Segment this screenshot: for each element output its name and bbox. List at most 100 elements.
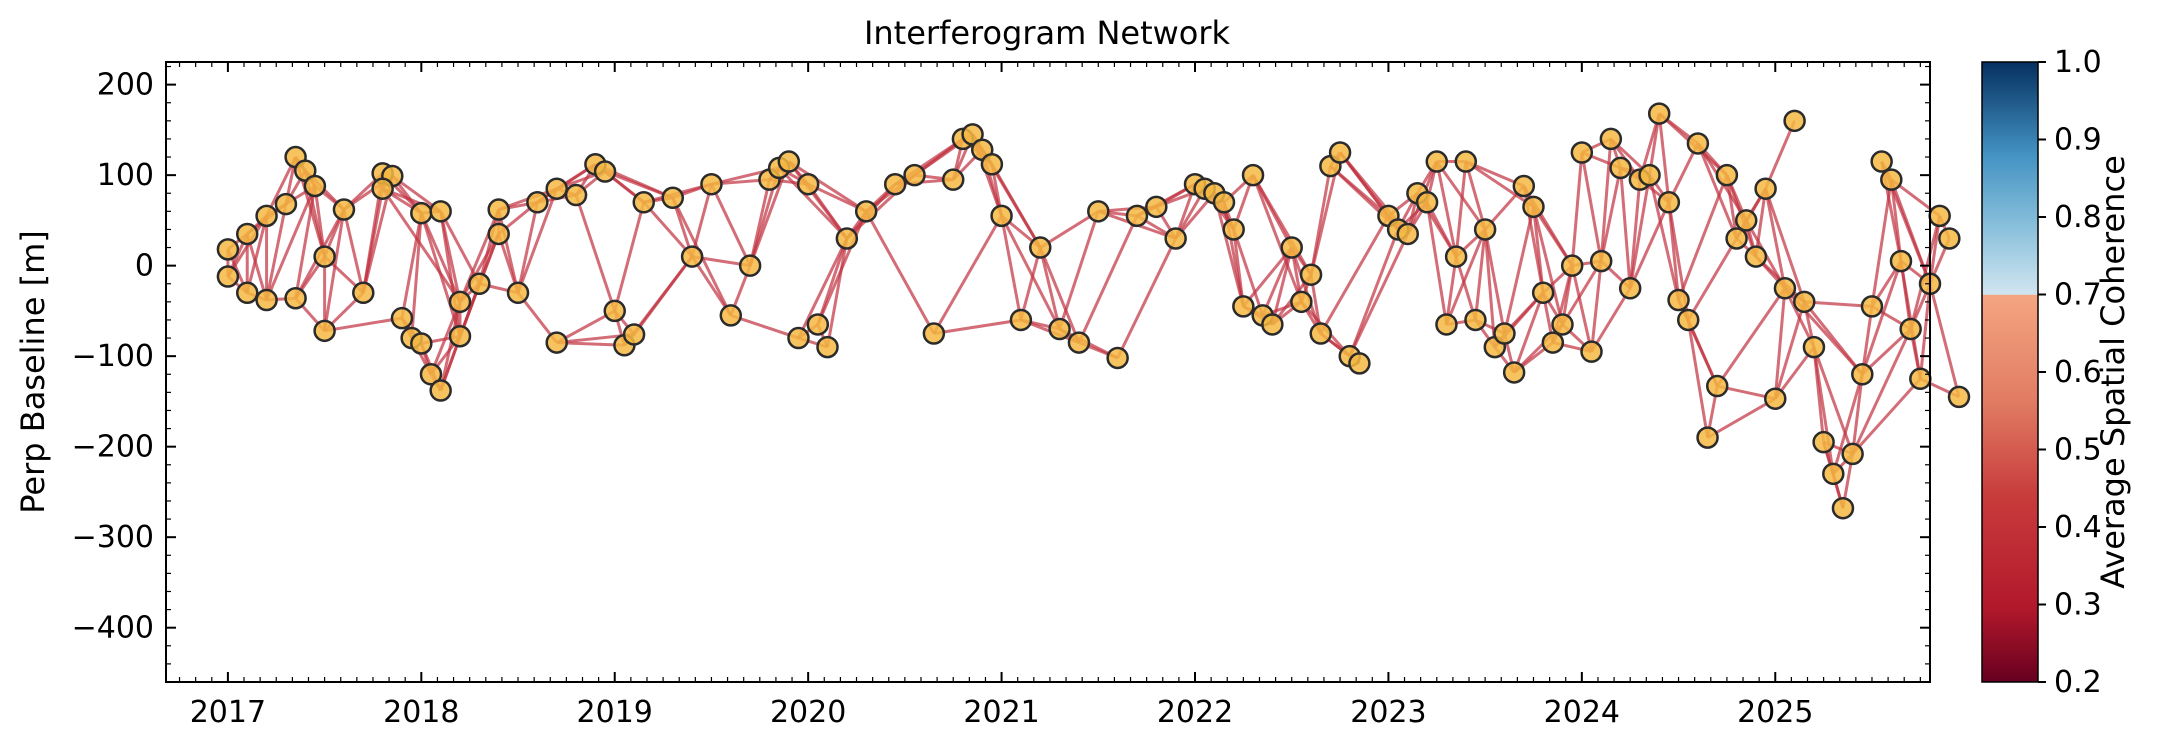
acquisition-point (1889, 249, 1913, 273)
y-tick-label: −300 (72, 520, 154, 555)
interferogram-edge (1716, 287, 1787, 387)
acquisition-point (1067, 331, 1091, 354)
interferogram-edge (933, 318, 1022, 336)
interferogram-edge (1464, 160, 1535, 209)
interferogram-edge (604, 170, 674, 200)
acquisition-point (1493, 322, 1516, 345)
acquisition-point (410, 201, 433, 225)
interferogram-edge (1464, 161, 1487, 230)
interferogram-edge (1889, 179, 1903, 262)
interferogram-edge (748, 161, 791, 267)
acquisition-point (429, 200, 452, 223)
interferogram-edge (1000, 215, 1023, 321)
interferogram-edge (1019, 247, 1042, 321)
interferogram-edge (990, 163, 1042, 249)
acquisition-point (1638, 163, 1661, 187)
acquisition-point (1531, 281, 1555, 305)
acquisition-point (1396, 222, 1420, 246)
interferogram-edge (1232, 228, 1265, 316)
acquisition-point (680, 245, 704, 268)
acquisition-point (1589, 249, 1613, 273)
interferogram-edge (323, 209, 346, 332)
acquisition-point (390, 306, 414, 330)
acquisition-point (593, 160, 617, 183)
interferogram-edge (1251, 174, 1303, 303)
acquisition-point (603, 299, 626, 323)
acquisition-point (1947, 385, 1971, 409)
acquisition-point (313, 245, 336, 268)
interferogram-edge (1803, 300, 1864, 376)
acquisition-point (1880, 168, 1903, 191)
interferogram-edge (1425, 202, 1448, 325)
acquisition-point (371, 177, 394, 200)
acquisition-point (854, 200, 878, 223)
acquisition-point (1454, 150, 1478, 173)
y-tick-label: 0 (135, 249, 154, 284)
acquisition-point (1793, 290, 1816, 314)
acquisition-points (216, 102, 1971, 520)
acquisition-point (1851, 363, 1874, 386)
acquisition-point (1435, 313, 1458, 336)
interferogram-edge (410, 213, 423, 339)
colorbar-tick-label: 0.6 (2054, 355, 2102, 390)
interferogram-edge (1454, 161, 1468, 257)
acquisition-point (903, 163, 926, 187)
interferogram-edge (1038, 246, 1081, 344)
acquisition-point (1348, 352, 1371, 375)
interferogram-edge (1648, 174, 1681, 301)
acquisition-point (990, 204, 1013, 228)
interferogram-edge (932, 215, 1003, 335)
plot-frame (165, 61, 1931, 683)
interferogram-edge (613, 201, 646, 312)
interferogram-edge (1435, 161, 1458, 257)
colorbar-tick-label: 0.8 (2054, 200, 2102, 235)
interferogram-edge (1232, 229, 1245, 307)
interferogram-edge (1696, 142, 1738, 240)
interferogram-edge (1503, 206, 1535, 334)
interferogram-edge (1251, 174, 1313, 276)
colorbar-label: Average Spatial Coherence (2094, 155, 2132, 589)
acquisition-point (1009, 308, 1033, 332)
interferogram-edge (1570, 265, 1593, 352)
y-tick-label: −200 (72, 430, 154, 465)
x-tick-label: 2019 (577, 695, 653, 730)
interferogram-edge (1512, 292, 1545, 373)
acquisition-point (1232, 295, 1255, 318)
y-tick-label: −100 (72, 339, 154, 374)
interferogram-edge (1754, 188, 1768, 257)
interferogram-edge (1599, 167, 1622, 262)
acquisition-point (1618, 277, 1642, 300)
interferogram-edge (313, 185, 327, 257)
interferogram-edge (1445, 228, 1487, 326)
interferogram-edge (458, 233, 500, 303)
interferogram-edge (1851, 377, 1922, 455)
interferogram-edge (642, 201, 694, 258)
interferogram-edge (1348, 228, 1400, 357)
acquisition-point (1512, 174, 1536, 198)
acquisition-point (564, 183, 588, 207)
colorbar-tick-label: 0.7 (2054, 278, 2102, 313)
interferogram-edge (1773, 288, 1787, 399)
acquisition-point (506, 281, 530, 305)
acquisition-point (1754, 177, 1777, 200)
interferogram-edge (788, 160, 867, 213)
interferogram-edge (1473, 229, 1487, 321)
acquisition-point (980, 153, 1004, 176)
acquisition-point (1222, 218, 1245, 241)
acquisition-point (816, 335, 839, 359)
acquisition-point (1464, 308, 1487, 332)
interferogram-edge (342, 209, 365, 294)
interferogram-edge (1590, 260, 1603, 352)
y-tick-label: −400 (72, 611, 154, 646)
interferogram-edge (1812, 346, 1835, 475)
interferogram-edge (419, 212, 462, 303)
acquisition-point (796, 172, 820, 196)
interferogram-edge (1270, 247, 1294, 325)
interferogram-edge (1706, 397, 1777, 439)
colorbar-gradient (1981, 61, 2039, 683)
acquisition-point (1860, 295, 1884, 318)
interferogram-edge (1918, 283, 1932, 379)
acquisition-point (487, 198, 510, 221)
colorbar-tick-label: 0.5 (2054, 433, 2102, 468)
